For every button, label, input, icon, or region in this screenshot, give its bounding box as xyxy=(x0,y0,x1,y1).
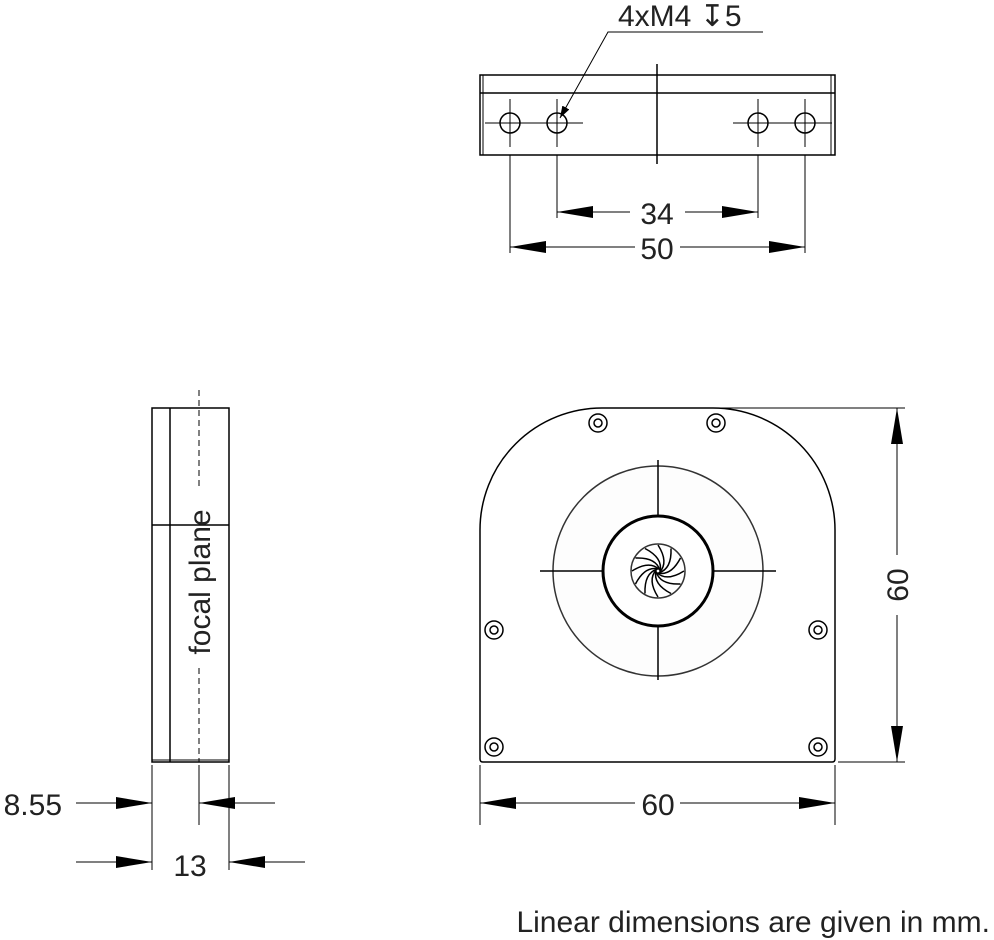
focal-plane-label: focal plane xyxy=(184,509,217,654)
side-view-body xyxy=(151,407,230,763)
dim-50: 50 xyxy=(640,233,673,266)
iris-blade xyxy=(654,570,672,595)
callout-leader xyxy=(559,31,763,119)
iris-blade xyxy=(644,568,658,594)
iris-blade xyxy=(651,569,659,598)
iris-blades xyxy=(631,544,685,598)
units-note: Linear dimensions are given in mm. xyxy=(516,906,990,939)
dim-13: 13 xyxy=(173,850,206,883)
screw-icon xyxy=(808,737,828,757)
screw-icon xyxy=(484,737,504,757)
dim-width-60: 60 xyxy=(641,789,674,822)
screw-icon xyxy=(588,413,608,433)
mounting-holes xyxy=(485,99,832,147)
iris-blade xyxy=(658,548,672,574)
dim-8-55: 8.55 xyxy=(4,789,62,822)
dim-height-60: 60 xyxy=(882,568,915,601)
front-view-body xyxy=(479,407,836,763)
screws xyxy=(484,413,828,757)
side-view: focal plane 8.55 13 xyxy=(4,390,305,883)
screw-icon xyxy=(706,413,726,433)
iris-blade xyxy=(634,567,659,585)
iris-blade xyxy=(644,547,662,572)
screw-icon xyxy=(808,620,828,640)
front-view: 60 60 xyxy=(479,407,915,825)
top-view: 4xM4 ↧5 34 50 xyxy=(479,0,836,266)
hole-callout: 4xM4 ↧5 xyxy=(618,0,742,33)
iris-blade xyxy=(657,557,682,575)
iris-blade xyxy=(631,564,660,572)
screw-icon xyxy=(484,620,504,640)
iris-diaphragm xyxy=(630,543,686,599)
iris-blade xyxy=(657,544,665,573)
iris-blade xyxy=(655,571,681,585)
iris-blade xyxy=(635,557,661,571)
iris-blade xyxy=(656,570,685,578)
dim-34: 34 xyxy=(640,198,673,231)
